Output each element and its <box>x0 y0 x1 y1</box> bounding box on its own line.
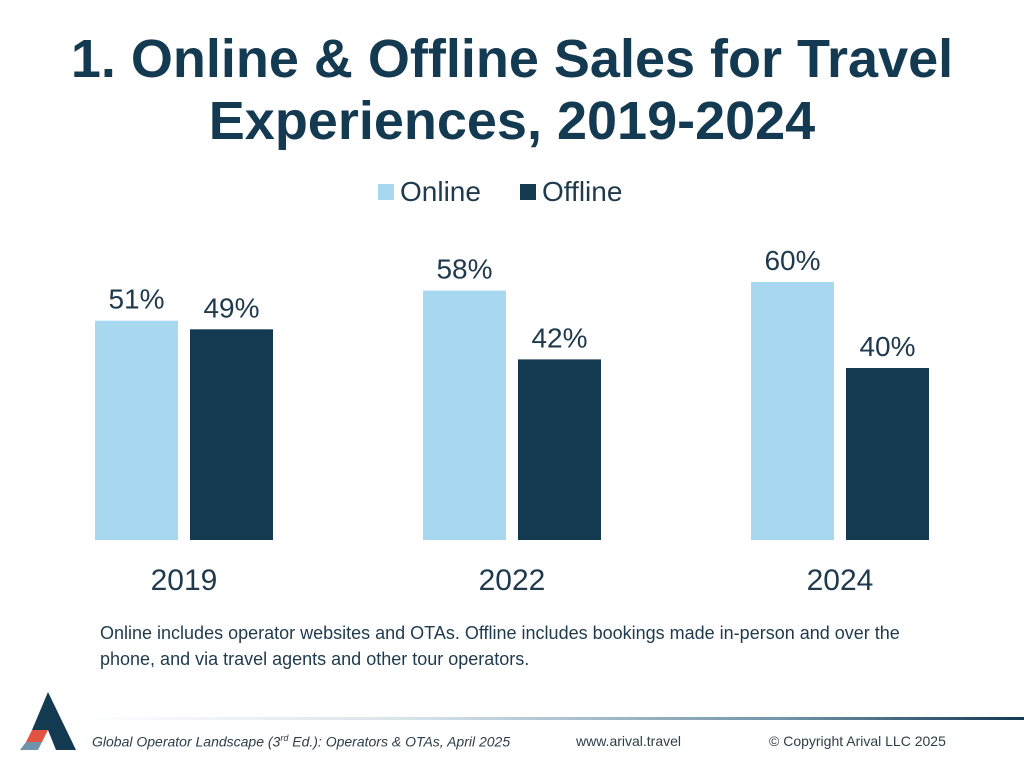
bar-chart: Online Offline 51% 49% 58% 42% 60% 40% 2019 202… <box>95 176 929 597</box>
chart-footnote: Online includes operator websites and OT… <box>100 623 900 669</box>
data-label-online-2022: 58% <box>436 254 492 285</box>
legend-label-online: Online <box>400 176 481 207</box>
legend: Online Offline <box>378 176 622 207</box>
x-tick-label-2019: 2019 <box>151 564 218 597</box>
bar-group <box>95 282 929 540</box>
legend-swatch-online <box>378 184 394 200</box>
bar-online-2024 <box>751 282 834 540</box>
page-title: 1. Online & Offline Sales for Travel Exp… <box>0 28 1024 152</box>
footer-source: Global Operator Landscape (3rd Ed.): Ope… <box>92 733 510 750</box>
footer-url: www.arival.travel <box>576 733 682 749</box>
legend-swatch-offline <box>520 184 536 200</box>
x-axis-tick-group: 2019 2022 2024 <box>151 564 874 597</box>
data-label-offline-2019: 49% <box>203 292 259 323</box>
data-label-online-2019: 51% <box>108 284 164 315</box>
legend-label-offline: Offline <box>542 176 622 207</box>
bar-offline-2019 <box>190 329 273 540</box>
page-title-line-2: Experiences, 2019-2024 <box>208 91 816 151</box>
data-label-online-2024: 60% <box>764 245 820 276</box>
x-tick-label-2022: 2022 <box>479 564 546 597</box>
bar-offline-2022 <box>518 359 601 540</box>
data-label-offline-2024: 40% <box>859 331 915 362</box>
footer-source-prefix: Global Operator Landscape (3 <box>92 733 281 750</box>
footer-divider <box>80 717 1024 720</box>
footer-source-suffix: Ed.): Operators & OTAs, April 2025 <box>288 733 511 750</box>
data-label-group: 51% 49% 58% 42% 60% 40% <box>108 245 915 362</box>
x-tick-label-2024: 2024 <box>807 564 874 597</box>
bar-online-2019 <box>95 320 178 540</box>
data-label-offline-2022: 42% <box>531 322 587 353</box>
page-title-line-1: 1. Online & Offline Sales for Travel <box>70 29 954 89</box>
footer-copyright: © Copyright Arival LLC 2025 <box>769 733 946 749</box>
footer-source-sup: rd <box>280 733 289 743</box>
bar-offline-2024 <box>846 368 929 540</box>
arival-logo-icon <box>20 692 76 750</box>
bar-online-2022 <box>423 290 506 540</box>
